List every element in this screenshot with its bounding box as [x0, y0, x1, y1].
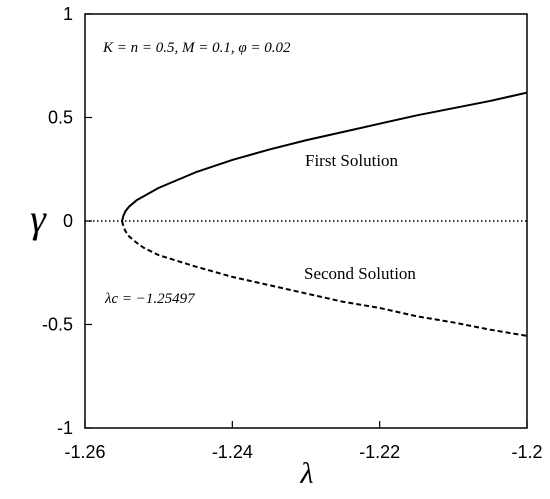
y-tick-label: 1: [63, 4, 73, 24]
parameter-annotation: K = n = 0.5, M = 0.1, φ = 0.02: [102, 40, 291, 56]
x-tick-label: -1.26: [64, 442, 105, 462]
first-solution-label: First Solution: [305, 151, 399, 170]
y-axis-label: γ: [30, 196, 47, 241]
x-tick-label: -1.24: [212, 442, 253, 462]
series-group: [85, 91, 528, 337]
x-tick-label: -1.22: [359, 442, 400, 462]
lambda-critical-annotation: λc = −1.25497: [104, 291, 196, 307]
second-solution-line: [121, 220, 528, 337]
x-tick-label: -1.2: [511, 442, 542, 462]
y-tick-label: -1: [57, 418, 73, 438]
y-tick-label: 0.5: [48, 108, 73, 128]
second-solution-label: Second Solution: [304, 264, 416, 283]
tick-group: -1.26 -1.24 -1.22 -1.2 -1 -0.5 0 0.5 1: [42, 4, 543, 462]
x-axis-label: λ: [300, 457, 314, 490]
first-solution-line: [121, 91, 528, 222]
y-tick-label: -0.5: [42, 315, 73, 335]
y-tick-label: 0: [63, 211, 73, 231]
